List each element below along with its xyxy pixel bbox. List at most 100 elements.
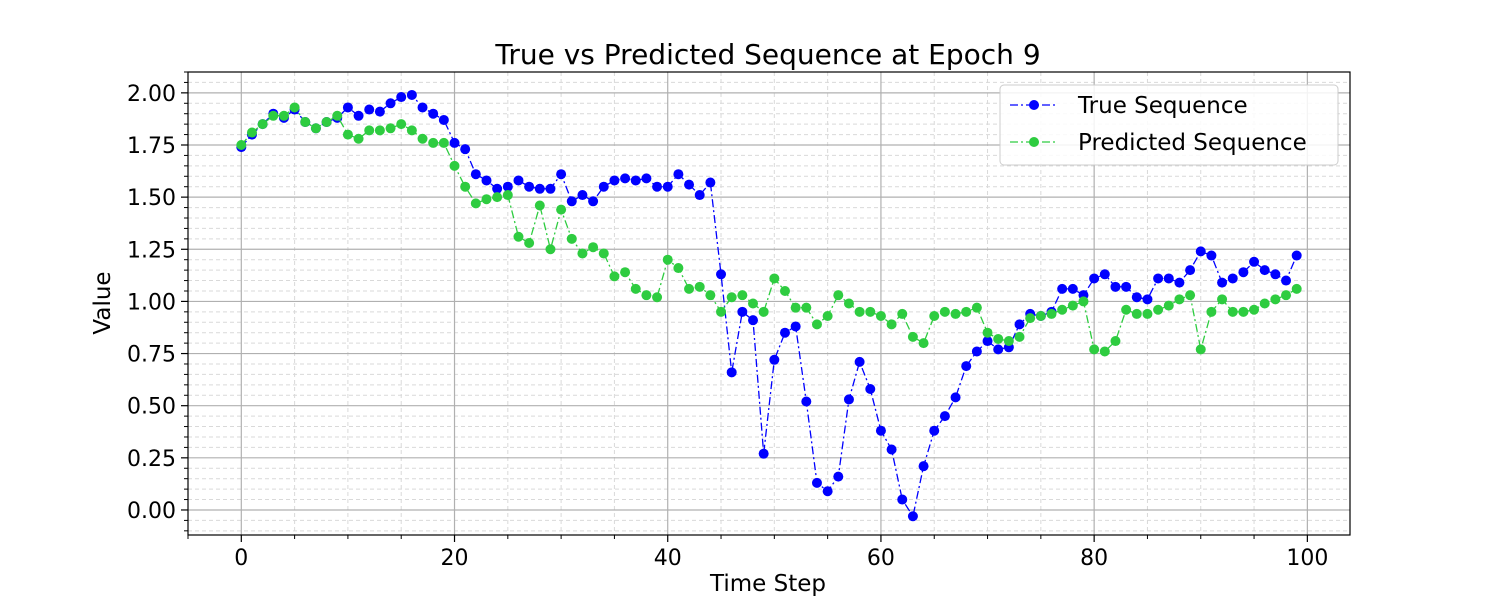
- y-tick-label: 1.25: [127, 238, 176, 263]
- true-sequence-point: [620, 173, 631, 184]
- predicted-sequence-point: [769, 273, 780, 284]
- predicted-sequence-point: [716, 306, 727, 317]
- predicted-sequence-line: [240, 106, 1298, 353]
- predicted-sequence-point: [289, 102, 300, 113]
- true-sequence-point: [353, 110, 364, 121]
- true-sequence-point: [811, 477, 822, 488]
- predicted-sequence-point: [406, 125, 417, 136]
- predicted-sequence-point: [779, 285, 790, 296]
- true-sequence-point: [1227, 273, 1238, 284]
- predicted-sequence-point: [694, 281, 705, 292]
- true-sequence-point: [417, 102, 428, 113]
- true-sequence-point: [1185, 265, 1196, 276]
- predicted-sequence-point: [641, 290, 652, 301]
- predicted-sequence-point: [1163, 300, 1174, 311]
- predicted-sequence-point: [1153, 304, 1164, 315]
- predicted-sequence-point: [417, 133, 428, 144]
- predicted-sequence-point: [843, 298, 854, 309]
- predicted-sequence-point: [492, 192, 503, 203]
- predicted-sequence-point: [833, 290, 844, 301]
- predicted-sequence-point: [1067, 300, 1078, 311]
- x-tick-label: 0: [234, 546, 248, 571]
- predicted-sequence-point: [811, 319, 822, 330]
- true-sequence-point: [588, 196, 599, 207]
- y-tick-label: 1.50: [127, 186, 176, 211]
- true-sequence-point: [396, 92, 407, 103]
- true-sequence-point: [1099, 269, 1110, 280]
- true-sequence-point: [716, 269, 727, 280]
- true-sequence-point: [769, 354, 780, 365]
- predicted-sequence-point: [1259, 298, 1270, 309]
- predicted-sequence-point: [705, 290, 716, 301]
- true-sequence-point: [993, 344, 1004, 355]
- y-tick-label: 0.75: [127, 343, 176, 368]
- true-sequence-point: [726, 367, 737, 378]
- predicted-sequence-point: [1099, 346, 1110, 357]
- y-axis-title: Value: [90, 271, 116, 334]
- true-sequence-point: [982, 336, 993, 347]
- predicted-sequence-point: [950, 308, 961, 319]
- predicted-sequence-point: [620, 267, 631, 278]
- true-sequence-point: [492, 183, 503, 194]
- true-sequence-point: [524, 181, 535, 192]
- true-sequence-point: [971, 346, 982, 357]
- true-sequence-point: [364, 104, 375, 115]
- predicted-sequence-series: [236, 102, 1302, 357]
- y-tick-label: 1.00: [127, 290, 176, 315]
- y-tick-label: 0.25: [127, 447, 176, 472]
- predicted-sequence-point: [662, 254, 673, 265]
- true-sequence-point: [460, 144, 471, 155]
- predicted-sequence-point: [300, 117, 311, 128]
- true-sequence-point: [534, 183, 545, 194]
- predicted-sequence-point: [918, 338, 929, 349]
- predicted-sequence-point: [1195, 344, 1206, 355]
- true-sequence-point: [833, 471, 844, 482]
- predicted-sequence-point: [726, 292, 737, 303]
- true-sequence-point: [1174, 277, 1185, 288]
- predicted-sequence-point: [1249, 304, 1260, 315]
- chart-title: True vs Predicted Sequence at Epoch 9: [494, 38, 1040, 71]
- predicted-sequence-point: [428, 137, 439, 148]
- true-sequence-point: [449, 137, 460, 148]
- true-sequence-point: [609, 175, 620, 186]
- predicted-sequence-point: [1014, 331, 1025, 342]
- predicted-sequence-point: [1089, 344, 1100, 355]
- true-sequence-point: [374, 106, 385, 117]
- true-sequence-point: [939, 411, 950, 422]
- true-sequence-point: [577, 190, 588, 201]
- predicted-sequence-point: [1035, 311, 1046, 322]
- predicted-sequence-point: [748, 298, 759, 309]
- predicted-sequence-point: [364, 125, 375, 136]
- true-sequence-point: [865, 384, 876, 395]
- predicted-sequence-point: [609, 271, 620, 282]
- predicted-sequence-point: [971, 302, 982, 313]
- true-sequence-point: [1291, 250, 1302, 261]
- predicted-sequence-point: [321, 117, 332, 128]
- true-sequence-point: [705, 177, 716, 188]
- true-sequence-point: [1206, 250, 1217, 261]
- true-sequence-point: [779, 327, 790, 338]
- x-tick-label: 60: [867, 546, 895, 571]
- predicted-sequence-point: [737, 290, 748, 301]
- predicted-sequence-point: [396, 119, 407, 130]
- predicted-sequence-point: [332, 110, 343, 121]
- x-axis-title: Time Step: [709, 571, 826, 597]
- true-sequence-point: [886, 444, 897, 455]
- predicted-sequence-point: [588, 242, 599, 253]
- predicted-sequence-point: [897, 308, 908, 319]
- y-tick-label: 1.75: [127, 134, 176, 159]
- true-sequence-point: [929, 425, 940, 436]
- predicted-sequence-point: [257, 119, 268, 130]
- true-sequence-point: [790, 321, 801, 332]
- true-sequence-point: [950, 392, 961, 403]
- predicted-sequence-point: [1217, 294, 1228, 305]
- true-sequence-point: [1067, 283, 1078, 294]
- true-sequence-point: [673, 169, 684, 180]
- true-sequence-point: [1153, 273, 1164, 284]
- true-sequence-point: [1281, 275, 1292, 286]
- predicted-sequence-point: [1206, 306, 1217, 317]
- predicted-sequence-point: [961, 306, 972, 317]
- true-sequence-point: [1217, 277, 1228, 288]
- true-sequence-point: [854, 356, 865, 367]
- predicted-sequence-point: [684, 283, 695, 294]
